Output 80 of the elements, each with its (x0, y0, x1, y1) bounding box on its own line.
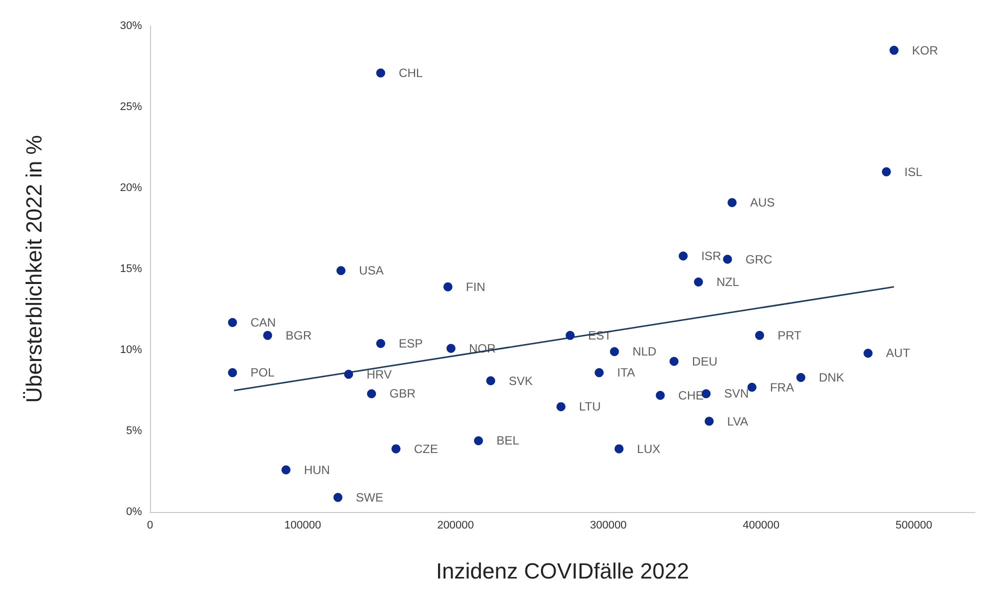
annotation: NZL (716, 274, 740, 289)
point (228, 318, 237, 327)
point (747, 382, 756, 392)
y-tick-label: 0% (126, 506, 142, 518)
point (263, 330, 272, 340)
annotation: PRT (778, 328, 802, 342)
point (566, 330, 575, 340)
annotation: CHE (678, 388, 704, 402)
annotation: LUX (637, 442, 660, 456)
annotation: FRA (770, 380, 794, 394)
x-tick-label: 100000 (284, 520, 322, 532)
point (796, 373, 806, 382)
point (336, 266, 346, 276)
annotation: BGR (286, 328, 312, 342)
point (376, 339, 386, 348)
point (890, 46, 899, 55)
annotation: USA (358, 264, 384, 278)
annotation: ESP (398, 336, 423, 351)
point (344, 370, 354, 379)
point (610, 347, 619, 356)
y-axis-title: Übersterblichkeit 2022 in % (22, 135, 46, 403)
annotation: LTU (578, 400, 601, 414)
point (728, 198, 737, 208)
annotation: DEU (692, 354, 718, 368)
annotation: FIN (466, 280, 486, 294)
annotation: HRV (366, 367, 392, 382)
annotation: CHL (398, 66, 424, 80)
point (281, 465, 290, 474)
point (367, 389, 376, 398)
point (670, 356, 679, 366)
point (443, 282, 452, 292)
annotation: CZE (414, 442, 438, 456)
point (376, 68, 386, 78)
annotation: GBR (390, 386, 416, 401)
annotation: POL (250, 366, 275, 380)
x-tick-label: 0 (146, 520, 154, 532)
annotation: NLD (632, 344, 657, 359)
point (864, 348, 873, 358)
y-tick-label: 15% (120, 263, 142, 275)
annotation: BEL (496, 434, 520, 448)
y-tick-label: 25% (120, 101, 142, 113)
point (333, 492, 342, 502)
point (474, 436, 483, 446)
y-tick-label: 10% (120, 344, 142, 356)
point (446, 344, 456, 353)
x-tick-label: 200000 (437, 520, 474, 532)
point (678, 252, 688, 261)
point (594, 368, 604, 378)
annotation: HUN (304, 462, 330, 477)
annotation: AUT (886, 346, 911, 360)
x-tick-label: 400000 (742, 520, 780, 532)
x-tick-label: 500000 (896, 520, 932, 532)
point (556, 402, 566, 412)
annotation: AUS (750, 196, 775, 210)
annotation: KOR (912, 43, 938, 58)
point (755, 330, 764, 340)
point (391, 444, 400, 454)
point (882, 167, 891, 176)
point (656, 390, 665, 400)
annotation: GRC (746, 252, 772, 266)
point (228, 368, 237, 378)
annotation: SWE (356, 490, 384, 504)
point (614, 444, 624, 454)
y-tick-label: 5% (126, 425, 142, 437)
x-axis-title: Inzidenz COVIDfälle 2022 (436, 558, 690, 584)
annotation: SVN (724, 386, 749, 401)
annotation: CAN (250, 315, 276, 330)
point (704, 416, 714, 426)
y-tick-label: 30% (120, 20, 142, 32)
annotation: ISR (701, 249, 722, 264)
x-tick-label: 300000 (590, 520, 627, 532)
y-tick-label: 20% (120, 182, 142, 194)
annotation: ISL (904, 164, 923, 179)
annotation: SVK (508, 374, 533, 388)
point (486, 376, 496, 386)
annotation: ITA (617, 366, 635, 380)
point (723, 254, 732, 264)
point (694, 277, 703, 286)
annotation: LVA (727, 414, 748, 428)
annotation: DNK (818, 370, 844, 385)
